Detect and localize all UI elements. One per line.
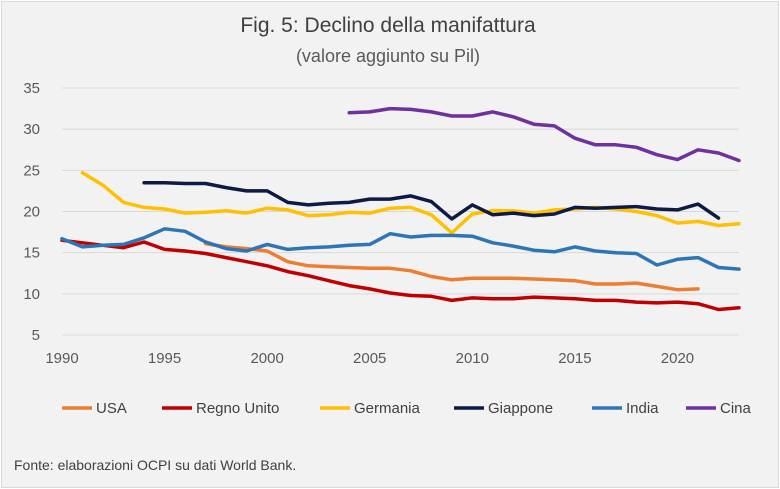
series-line-usa <box>203 241 700 292</box>
legend-label: Cina <box>720 400 752 417</box>
x-tick-label: 2020 <box>661 350 694 367</box>
legend-label: USA <box>96 400 127 417</box>
x-tick-label: 2015 <box>558 350 591 367</box>
chart-subtitle: (valore aggiunto su Pil) <box>295 46 481 66</box>
x-tick-label: 1995 <box>148 350 181 367</box>
y-tick-label: 10 <box>23 286 40 303</box>
x-tick-label: 2005 <box>353 350 386 367</box>
chart-source: Fonte: elaborazioni OCPI su dati World B… <box>14 457 297 473</box>
y-tick-label: 35 <box>23 80 40 97</box>
chart-title: Fig. 5: Declino della manifattura <box>240 14 536 37</box>
y-tick-label: 20 <box>23 204 40 221</box>
series-line-india <box>60 227 741 271</box>
y-axis-ticks: 5 10 15 20 25 30 35 <box>23 80 40 344</box>
x-tick-label: 1990 <box>45 350 78 367</box>
series-line-cina <box>347 106 741 163</box>
x-tick-label: 2000 <box>250 350 283 367</box>
legend-label: India <box>626 400 659 417</box>
y-tick-label: 25 <box>23 162 40 179</box>
legend-label: Germania <box>354 400 421 417</box>
y-tick-label: 30 <box>23 121 40 138</box>
x-tick-label: 2010 <box>456 350 489 367</box>
legend-label: Giappone <box>488 400 553 417</box>
legend-label: Regno Unito <box>196 400 279 417</box>
series-line-regno-unito <box>60 238 741 312</box>
series-lines <box>60 106 741 312</box>
x-axis-ticks: 1990 1995 2000 2005 2010 2015 2020 <box>45 350 694 367</box>
y-tick-label: 15 <box>23 245 40 262</box>
legend: USA Regno Unito Germania Giappone India Cina <box>62 400 752 417</box>
series-line-germania <box>80 171 741 235</box>
series-line-giappone <box>142 180 721 221</box>
y-tick-label: 5 <box>32 327 40 344</box>
